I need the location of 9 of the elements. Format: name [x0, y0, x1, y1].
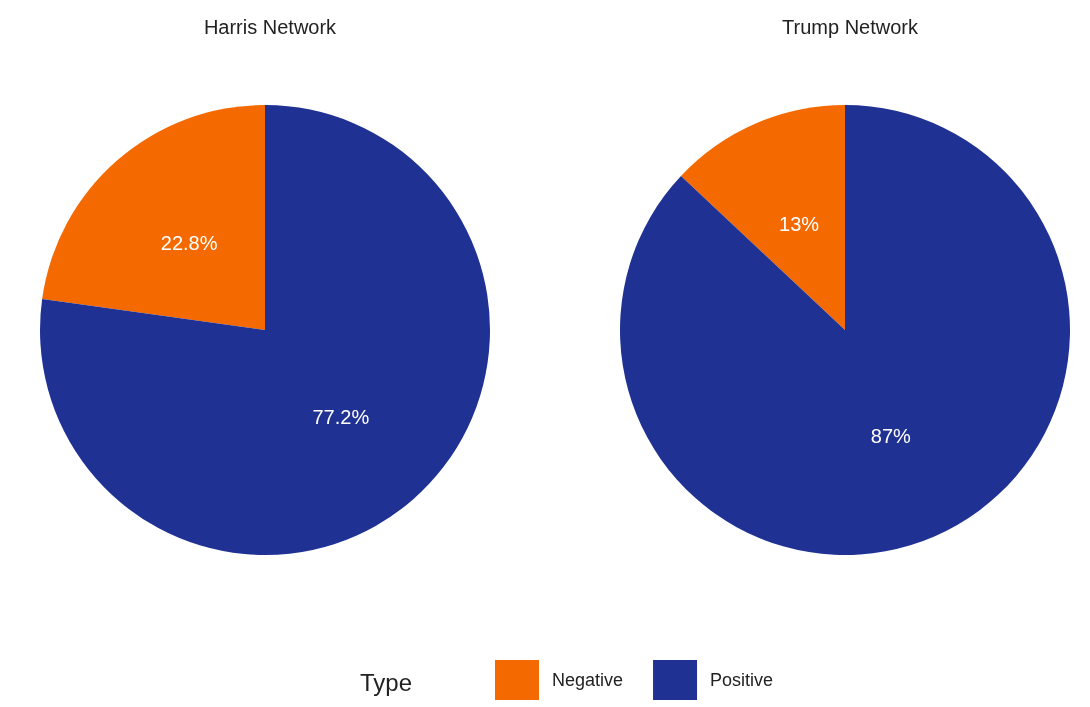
legend-label: Positive: [710, 670, 774, 690]
data-label: 13%: [779, 213, 820, 235]
data-label: 77.2%: [312, 406, 370, 429]
chart-title: Harris Network: [203, 16, 338, 38]
legend-label: Negative: [552, 670, 624, 690]
data-label: 87%: [870, 425, 912, 447]
data-label: 22.8%: [160, 231, 218, 254]
chart-title: Trump Network: [782, 16, 919, 38]
legend-title: Type: [360, 668, 413, 696]
